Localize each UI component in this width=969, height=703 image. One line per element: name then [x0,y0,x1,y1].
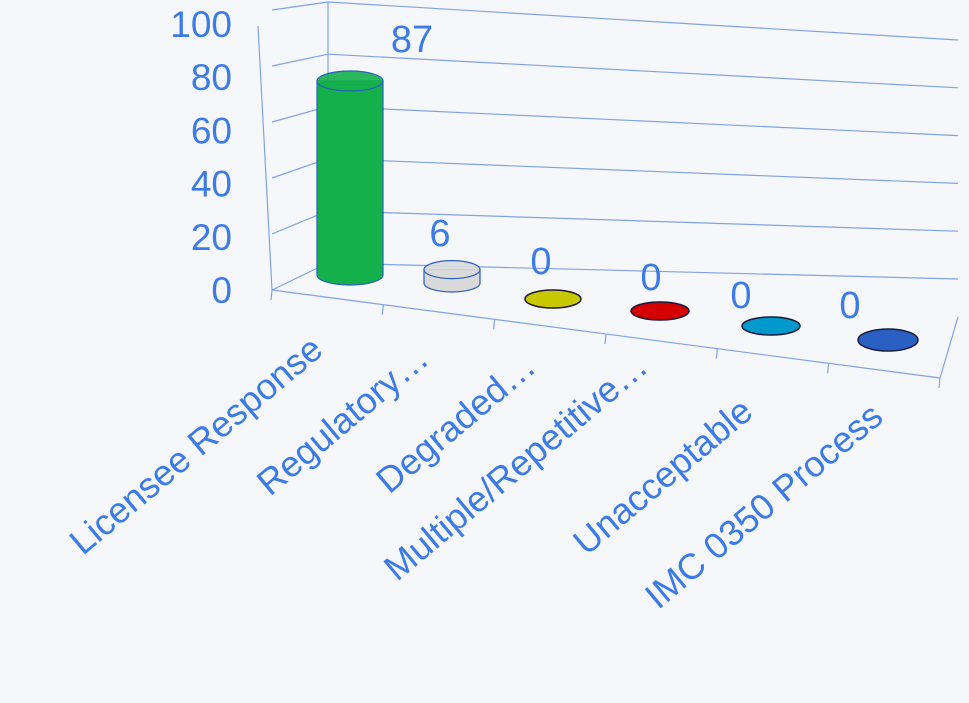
data-label-5: 0 [839,285,860,327]
x-tick-mark [715,348,718,359]
gridline-back [327,210,959,232]
x-tick-mark [270,289,273,301]
y-tick-label: 80 [191,57,232,98]
y-tick-label: 40 [191,164,232,205]
x-tick-mark [493,319,496,330]
gridline-side [271,53,329,67]
bar-2-disc [524,289,582,309]
data-label-4: 0 [730,275,751,317]
category-label-5: IMC 0350 Process [637,395,890,617]
bar-0-body [316,80,384,286]
y-tick-label: 100 [170,4,232,45]
bar-5-disc [857,328,919,352]
x-tick-mark [827,363,830,374]
x-tick-mark [938,377,941,389]
data-label-3: 0 [640,257,661,299]
y-tick-label: 60 [191,110,232,151]
bar-1-top [423,260,481,280]
data-label-2: 0 [530,241,551,283]
data-label-0: 87 [391,19,433,61]
gridline-side [271,1,329,11]
gridline-back [327,1,959,41]
floor-right-edge [939,316,959,379]
y-tick-label: 20 [191,217,232,258]
gridline-back [327,158,959,184]
bar-3-disc [630,301,690,321]
gridline-back [327,105,959,137]
x-tick-mark [381,304,384,315]
y-tick-label: 0 [211,270,232,311]
bar-4-disc [741,316,801,336]
gridline-back [327,53,959,89]
bar-0-top [316,70,384,92]
x-tick-mark [604,333,607,345]
y-axis-line [257,25,273,291]
data-label-1: 6 [429,213,450,255]
